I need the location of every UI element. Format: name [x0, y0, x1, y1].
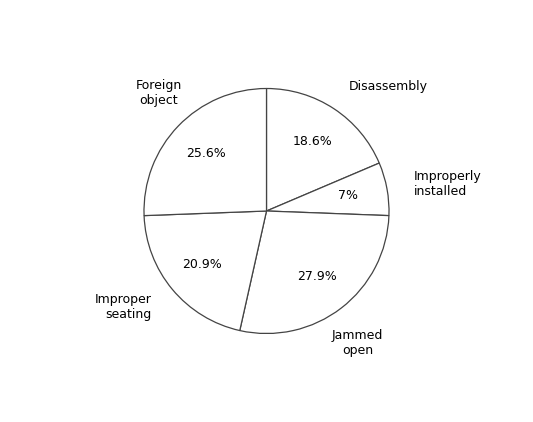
- Text: 18.6%: 18.6%: [293, 135, 333, 148]
- Text: 25.6%: 25.6%: [187, 147, 227, 160]
- Wedge shape: [266, 89, 379, 211]
- Text: Foreign
object: Foreign object: [136, 79, 182, 107]
- Text: 27.9%: 27.9%: [297, 271, 337, 284]
- Wedge shape: [144, 89, 266, 216]
- Text: Improperly
installed: Improperly installed: [414, 170, 481, 198]
- Text: 20.9%: 20.9%: [183, 258, 222, 271]
- Text: 7%: 7%: [338, 189, 358, 203]
- Text: Disassembly: Disassembly: [349, 80, 428, 93]
- Wedge shape: [144, 211, 266, 330]
- Wedge shape: [240, 211, 389, 333]
- Wedge shape: [266, 163, 389, 216]
- Text: Improper
seating: Improper seating: [95, 292, 152, 321]
- Text: Jammed
open: Jammed open: [332, 330, 383, 357]
